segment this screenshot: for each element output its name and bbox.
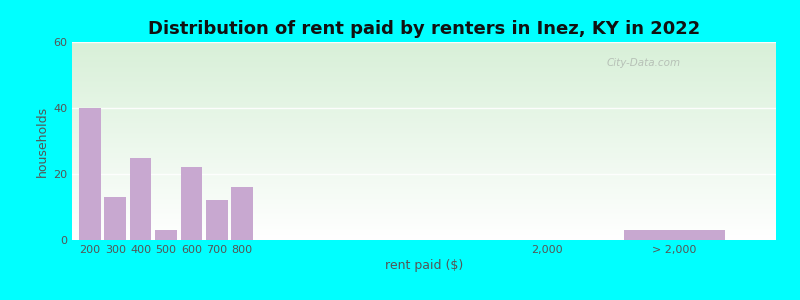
Bar — [79, 108, 101, 240]
Bar — [206, 200, 228, 240]
Text: City-Data.com: City-Data.com — [607, 58, 681, 68]
Bar — [105, 197, 126, 240]
Bar — [231, 187, 253, 240]
Y-axis label: households: households — [36, 105, 49, 177]
Bar — [181, 167, 202, 240]
Title: Distribution of rent paid by renters in Inez, KY in 2022: Distribution of rent paid by renters in … — [148, 20, 700, 38]
X-axis label: rent paid ($): rent paid ($) — [385, 259, 463, 272]
Bar — [130, 158, 151, 240]
Bar — [155, 230, 177, 240]
Bar — [623, 230, 725, 240]
